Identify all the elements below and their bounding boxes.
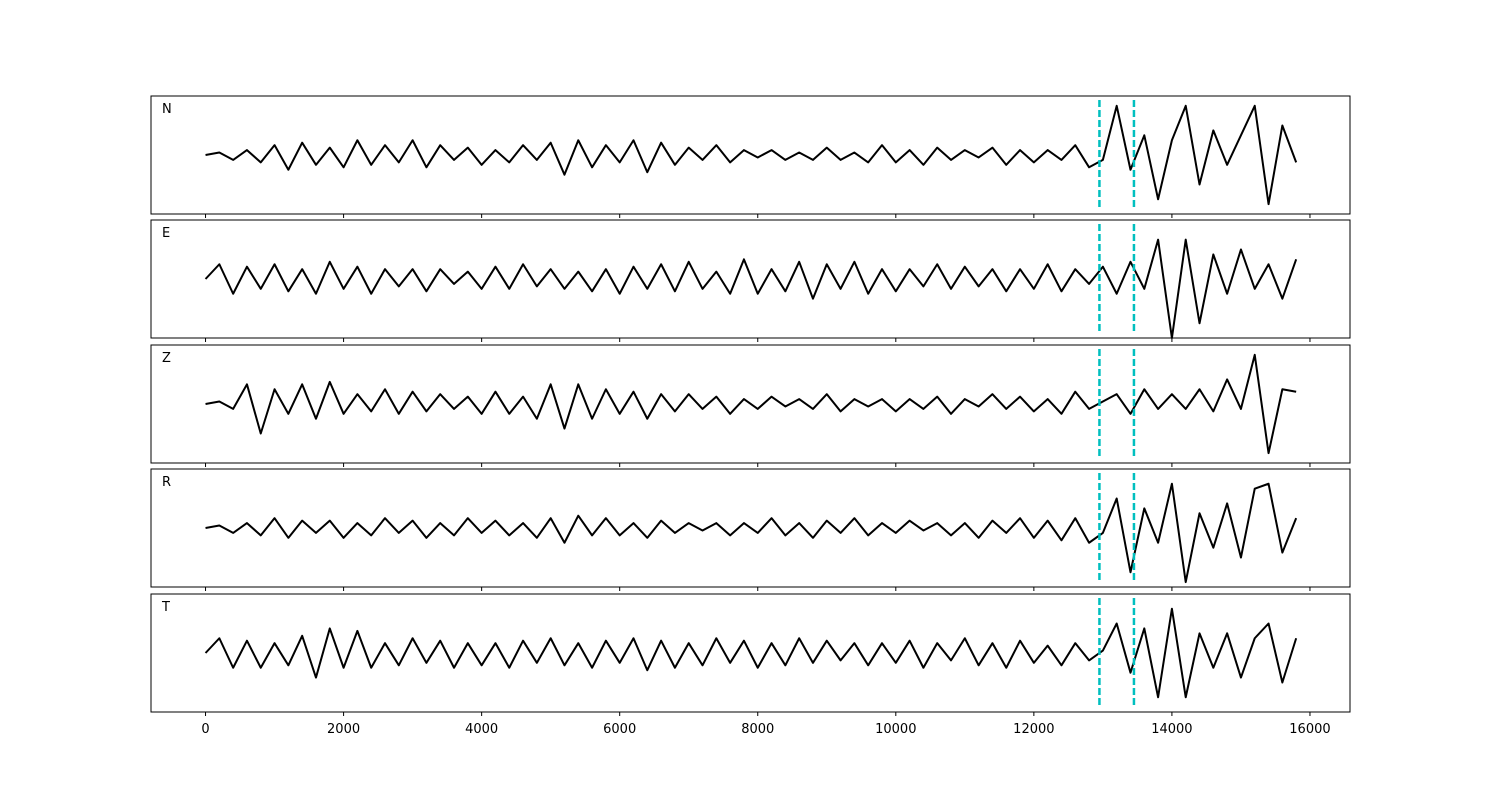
panel-label: E	[162, 226, 170, 241]
x-tick-label: 12000	[1013, 722, 1054, 737]
x-tick-label: 4000	[465, 722, 498, 737]
panel-frame	[150, 219, 1351, 339]
x-tick-label: 10000	[875, 722, 916, 737]
panel-label: Z	[162, 351, 171, 366]
x-tick-label: 14000	[1151, 722, 1192, 737]
x-tick-label: 2000	[327, 722, 360, 737]
panel-frame	[150, 468, 1351, 588]
x-tick-label: 0	[201, 722, 209, 737]
x-tick-label: 16000	[1289, 722, 1330, 737]
panel-label: N	[162, 102, 172, 117]
panel-label: R	[162, 475, 171, 490]
panel-frame	[150, 593, 1351, 713]
waveform	[204, 607, 1298, 699]
waveform	[205, 104, 1298, 206]
panel-frame	[150, 95, 1351, 215]
waveform	[204, 238, 1298, 339]
x-tick-label: 6000	[603, 722, 636, 737]
panel-label: T	[161, 600, 170, 615]
waveform	[205, 482, 1298, 584]
x-tick-label: 8000	[741, 722, 774, 737]
waveform	[205, 353, 1297, 455]
panel-frame	[150, 344, 1351, 464]
